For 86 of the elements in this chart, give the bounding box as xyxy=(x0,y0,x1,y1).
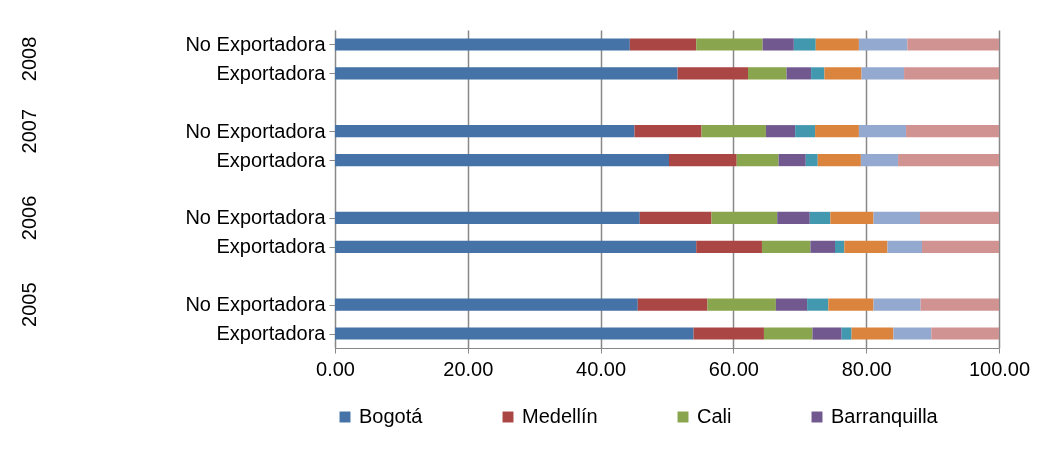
bar xyxy=(931,327,999,340)
bar xyxy=(898,154,999,167)
bar xyxy=(335,327,694,340)
x-tick-label: 20.00 xyxy=(443,357,494,380)
y-tick-label: No Exportadora xyxy=(185,293,327,316)
bar xyxy=(793,38,816,51)
bar xyxy=(711,211,778,224)
bar xyxy=(335,298,638,311)
bar xyxy=(907,38,999,51)
bar xyxy=(858,125,907,138)
bar xyxy=(677,67,749,80)
bar xyxy=(693,327,764,340)
bar xyxy=(841,327,852,340)
y-tick-label: No Exportadora xyxy=(185,206,327,229)
bar xyxy=(919,211,999,224)
bar xyxy=(904,67,999,80)
bar xyxy=(873,211,920,224)
y-tick-label: No Exportadora xyxy=(185,119,327,142)
bar xyxy=(335,67,678,80)
bar xyxy=(873,298,921,311)
bar xyxy=(696,38,763,51)
bar xyxy=(761,240,811,253)
bar xyxy=(893,327,932,340)
bar xyxy=(906,125,999,138)
bar xyxy=(851,327,894,340)
bar xyxy=(811,67,825,80)
bar xyxy=(844,240,888,253)
text: 2008 xyxy=(18,36,40,82)
legend-label: Medellín xyxy=(522,405,598,427)
bar xyxy=(637,298,708,311)
bar xyxy=(335,211,640,224)
x-tick-label: 40.00 xyxy=(576,357,627,380)
bar xyxy=(696,240,762,253)
bar xyxy=(777,211,810,224)
y-tick-label: Exportadora xyxy=(216,235,327,258)
bar xyxy=(887,240,922,253)
bar xyxy=(763,327,813,340)
legend-label: Barranquilla xyxy=(831,405,939,427)
y-tick-label: Exportadora xyxy=(216,322,327,345)
bar xyxy=(809,211,831,224)
bar xyxy=(817,154,861,167)
bar xyxy=(778,154,806,167)
bar xyxy=(920,298,999,311)
x-tick-label: 80.00 xyxy=(841,357,892,380)
bar xyxy=(805,154,818,167)
bar xyxy=(824,67,862,80)
text: 2005 xyxy=(18,282,40,327)
bar xyxy=(765,125,796,138)
text: 2006 xyxy=(18,195,40,241)
x-tick-label: 0.00 xyxy=(316,357,355,380)
y-tick-label: Exportadora xyxy=(216,148,327,171)
x-tick-label: 100.00 xyxy=(968,357,1031,380)
bar xyxy=(748,67,787,80)
bar xyxy=(335,38,630,51)
bar xyxy=(639,211,712,224)
legend-label: Bogotá xyxy=(359,405,424,427)
bar xyxy=(629,38,697,51)
bar xyxy=(861,67,905,80)
bar xyxy=(815,125,859,138)
bar xyxy=(828,298,874,311)
bar xyxy=(775,298,808,311)
bar xyxy=(795,125,816,138)
y-tick-label: Exportadora xyxy=(216,61,327,84)
legend-label: Cali xyxy=(697,405,732,427)
y-tick-label: No Exportadora xyxy=(185,32,327,55)
bar xyxy=(921,240,999,253)
text: 2007 xyxy=(18,108,40,154)
bar xyxy=(736,154,779,167)
bar xyxy=(786,67,812,80)
bar xyxy=(701,125,766,138)
bar xyxy=(634,125,702,138)
bar xyxy=(812,327,842,340)
bar xyxy=(335,125,635,138)
x-tick-label: 60.00 xyxy=(708,357,759,380)
bar xyxy=(707,298,776,311)
bar xyxy=(858,38,908,51)
bar xyxy=(815,38,859,51)
bar xyxy=(860,154,899,167)
bar xyxy=(830,211,874,224)
bar xyxy=(834,240,845,253)
bar xyxy=(335,154,669,167)
bar xyxy=(810,240,835,253)
bar xyxy=(668,154,737,167)
bar xyxy=(807,298,829,311)
bar xyxy=(762,38,794,51)
bar xyxy=(335,240,697,253)
